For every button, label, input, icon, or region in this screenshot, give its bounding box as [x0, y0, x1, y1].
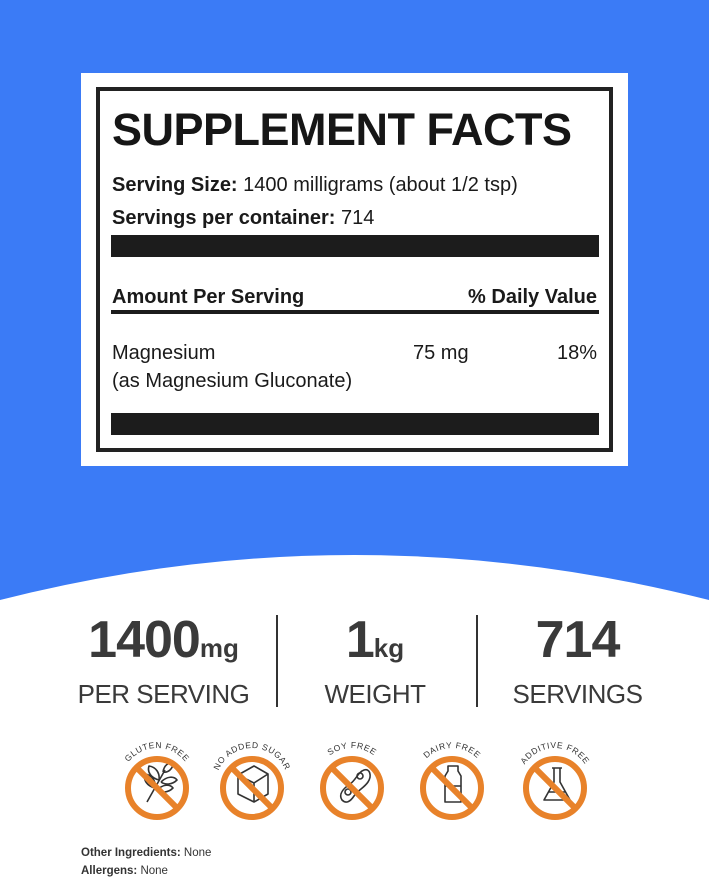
badge-soy-free: SOY FREE — [304, 730, 400, 830]
stat-serving: 1400mg PER SERVING — [77, 611, 250, 709]
badge-dairy-free: DAIRY FREE — [404, 730, 500, 830]
prohibited-circle-icon — [320, 756, 384, 820]
stat-servings: 714 SERVINGS — [512, 611, 643, 709]
wheat-icon: GLUTEN FREE — [122, 740, 191, 820]
stat-divider — [276, 615, 278, 707]
divider-line — [111, 310, 599, 314]
amount-header: Amount Per Serving — [112, 286, 305, 308]
badge-gluten-free: GLUTEN FREE — [109, 730, 205, 830]
stat-divider — [476, 615, 478, 707]
prohibited-circle-icon — [523, 756, 587, 820]
stat-weight: 1kg WEIGHT — [324, 611, 427, 709]
ingredient-source: (as Magnesium Gluconate) — [112, 370, 353, 392]
serving-size: Serving Size: 1400 milligrams (about 1/2… — [112, 174, 518, 196]
flask-icon: ADDITIVE FREE — [518, 740, 591, 820]
badge-additive-free: ADDITIVE FREE — [507, 730, 603, 830]
dv-header: % Daily Value — [468, 286, 597, 308]
badge-label: SOY FREE — [325, 740, 378, 757]
prohibited-circle-icon — [220, 756, 284, 820]
other-ingredients: Other Ingredients: None — [81, 847, 212, 859]
ingredient-amount: 75 mg — [413, 342, 469, 364]
ingredient-dv: 18% — [556, 342, 597, 364]
prohibited-circle-icon — [420, 756, 484, 820]
sugar-cube-icon: NO ADDED SUGAR — [211, 740, 292, 820]
prohibited-circle-icon — [125, 756, 189, 820]
divider-bar — [111, 413, 599, 435]
soybean-icon: SOY FREE — [320, 740, 384, 820]
facts-title: SUPPLEMENT FACTS — [112, 104, 572, 155]
supplement-facts-panel: SUPPLEMENT FACTS Serving Size: 1400 mill… — [81, 73, 628, 466]
allergens: Allergens: None — [81, 865, 168, 877]
divider-bar — [111, 235, 599, 257]
servings-per-container: Servings per container: 714 — [112, 207, 375, 229]
facts-border: SUPPLEMENT FACTS Serving Size: 1400 mill… — [96, 87, 613, 452]
white-curve — [0, 555, 709, 620]
badge-no-added-sugar: NO ADDED SUGAR — [204, 730, 300, 830]
ingredient-name: Magnesium — [112, 342, 216, 364]
milk-bottle-icon: DAIRY FREE — [420, 740, 484, 820]
